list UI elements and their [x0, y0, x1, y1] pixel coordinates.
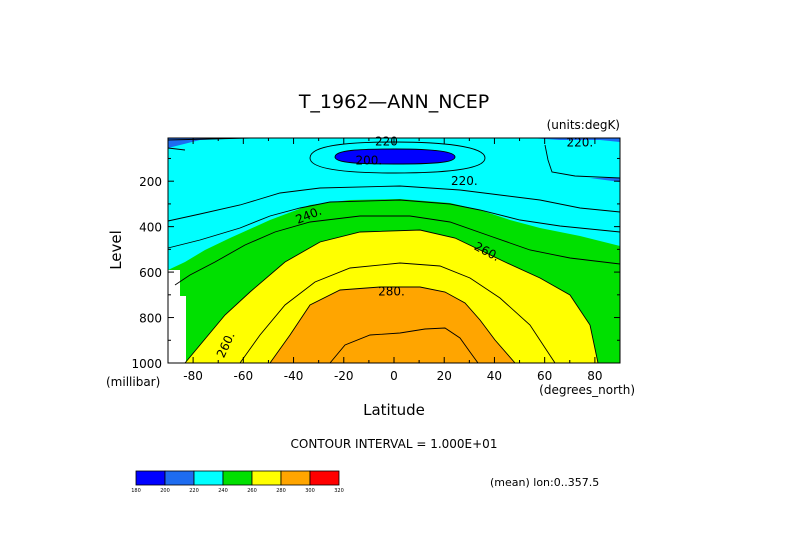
contour-line-270	[239, 262, 556, 364]
x-axis-ticks: -80 -60 -40 -20 0 20 40 60 80	[167, 138, 621, 383]
x-tick-label: -20	[334, 369, 354, 383]
colorbar-label: 260	[247, 488, 257, 494]
colorbar: 180 200 220 240 260 280 300 320	[131, 470, 344, 494]
contour-label: 220.	[451, 174, 478, 188]
x-axis-title: Latitude	[363, 401, 425, 419]
colorbar-label: 200	[160, 488, 170, 494]
contour-line-240	[167, 199, 621, 249]
colorbar-label: 280	[276, 488, 286, 494]
contour-line-280	[269, 286, 516, 364]
x-tick-label: -40	[284, 369, 304, 383]
contour-line-210	[309, 141, 486, 174]
fill-280-300	[270, 287, 515, 363]
y-tick-label: 400	[139, 221, 162, 235]
colorbar-swatch	[222, 470, 253, 486]
colorbar-label: 220	[189, 488, 199, 494]
y-tick-label: 600	[139, 266, 162, 280]
y-tick-label: 200	[139, 175, 162, 189]
colorbar-label: 180	[131, 488, 141, 494]
y-tick-label: 1000	[131, 357, 162, 371]
colorbar-swatch	[164, 470, 195, 486]
x-tick-label: 20	[437, 369, 452, 383]
contour-label: 200.	[356, 154, 383, 168]
chart-title: T_1962—ANN_NCEP	[298, 91, 489, 113]
x-tick-label: -80	[183, 369, 203, 383]
colorbar-swatch	[135, 470, 166, 486]
contour-line-250	[174, 215, 621, 286]
colorbar-swatch	[193, 470, 224, 486]
x-tick-label: 80	[587, 369, 602, 383]
contour-label: 280.	[378, 284, 405, 298]
contour-line-290	[329, 327, 479, 364]
x-axis-units: (degrees_north)	[539, 383, 635, 397]
missing-data-region-2	[178, 296, 186, 363]
colorbar-label: 320	[334, 488, 344, 494]
missing-data-region	[168, 270, 180, 363]
units-label: (units:degK)	[547, 118, 620, 132]
colorbar-swatch	[309, 470, 340, 486]
colorbar-swatch	[251, 470, 282, 486]
contour-label: 220.	[566, 136, 593, 150]
x-tick-label: 0	[390, 369, 398, 383]
fill-180-200	[335, 149, 455, 164]
contour-line-230	[167, 185, 621, 222]
y-axis-title: Level	[107, 230, 125, 270]
colorbar-label: 240	[218, 488, 228, 494]
mean-text: (mean) lon:0..357.5	[490, 476, 599, 489]
y-axis-ticks: 200 400 600 800 1000	[131, 157, 620, 371]
y-axis-units: (millibar)	[106, 375, 160, 389]
colorbar-swatch	[280, 470, 311, 486]
y-tick-label: 800	[139, 312, 162, 326]
x-tick-label: 60	[537, 369, 552, 383]
contour-lines	[167, 137, 621, 364]
colorbar-label: 300	[305, 488, 315, 494]
contour-line-260	[184, 229, 599, 364]
contour-fills	[168, 138, 620, 363]
contour-interval-text: CONTOUR INTERVAL = 1.000E+01	[291, 437, 498, 451]
x-tick-label: 40	[487, 369, 502, 383]
contour-line-200	[334, 148, 456, 165]
x-tick-label: -60	[234, 369, 254, 383]
